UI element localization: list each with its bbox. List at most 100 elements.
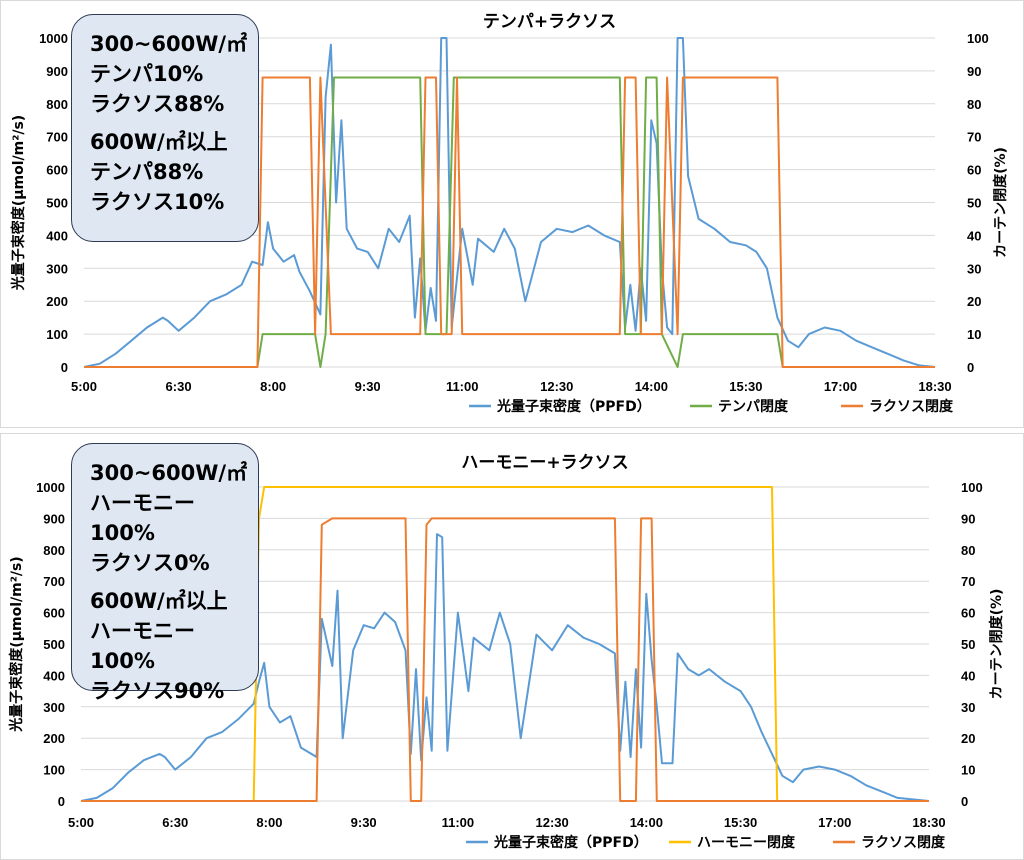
x-tick-label: 8:00	[260, 379, 286, 394]
y-left-tick-label: 100	[46, 327, 68, 342]
y-left-tick-label: 900	[46, 64, 68, 79]
y-right-tick-label: 10	[967, 327, 981, 342]
y-left-tick-label: 700	[46, 130, 68, 145]
y-left-tick-label: 200	[46, 294, 68, 309]
y-left-tick-label: 500	[43, 637, 65, 652]
y-left-tick-label: 0	[61, 360, 68, 375]
x-tick-label: 9:30	[355, 379, 381, 394]
y-right-tick-label: 50	[967, 196, 981, 211]
series-line-0	[83, 37, 936, 368]
y-right-axis-label: カーテン閉度(%)	[992, 147, 1009, 258]
y-left-tick-label: 200	[43, 731, 65, 746]
y-left-tick-label: 0	[58, 794, 65, 809]
y-left-axis-label: 光量子束密度(μmol/m²/s)	[8, 556, 25, 732]
legend-label: ラクソス閉度	[861, 834, 946, 851]
y-left-tick-label: 400	[43, 668, 65, 683]
x-tick-label: 8:00	[256, 815, 282, 830]
y-right-tick-label: 0	[967, 360, 974, 375]
y-right-tick-label: 90	[967, 64, 981, 79]
y-left-tick-label: 1000	[36, 480, 65, 495]
y-right-tick-label: 80	[967, 97, 981, 112]
annotation-line: ラクソス10%	[90, 190, 225, 214]
annotation-line: テンパ10%	[90, 62, 204, 86]
legend-label: ハーモニー閉度	[697, 834, 796, 851]
annotation-line: ハーモニー	[90, 619, 195, 643]
annotation-line: ラクソス88%	[90, 92, 225, 116]
x-tick-label: 12:30	[535, 815, 568, 830]
y-right-tick-label: 100	[961, 480, 983, 495]
y-left-tick-label: 900	[43, 511, 65, 526]
y-right-tick-label: 20	[967, 294, 981, 309]
legend-label: ラクソス閉度	[869, 398, 954, 415]
annotation-line: 300~600W/㎡	[90, 461, 248, 485]
y-left-tick-label: 800	[46, 97, 68, 112]
chart-title: テンパ+ラクソス	[483, 12, 616, 32]
annotation-line: 600W/㎡以上	[90, 130, 228, 154]
y-right-tick-label: 30	[967, 261, 981, 276]
y-left-tick-label: 500	[46, 196, 68, 211]
y-left-tick-label: 300	[46, 261, 68, 276]
annotation-line: ラクソス0%	[90, 551, 210, 575]
legend-label: テンパ閉度	[718, 398, 789, 415]
series-line-2	[84, 76, 935, 368]
x-tick-label: 17:00	[824, 379, 857, 394]
y-right-tick-label: 20	[961, 731, 975, 746]
annotation-callout-bottom: 300~600W/㎡ ハーモニー 100% ラクソス0% 600W/㎡以上 ハー…	[71, 443, 259, 703]
annotation-line: 300~600W/㎡	[90, 32, 248, 56]
y-right-tick-label: 70	[961, 574, 975, 589]
chart-panel-top: 0 100 200 300 400 500 600 700 800 900 1000 0 10 20 30 4…	[0, 0, 1024, 428]
chart-svg-bottom: 0 100 200 300 400 500 600 700 800 900 1000 0 10 20 30 4…	[8, 453, 1005, 851]
y-right-tick-label: 100	[967, 31, 989, 46]
y-right-tick-label: 60	[967, 163, 981, 178]
x-tick-label: 5:00	[71, 379, 97, 394]
x-tick-label: 5:00	[68, 815, 94, 830]
series-line-2	[81, 517, 929, 802]
y-left-tick-label: 600	[46, 163, 68, 178]
annotation-line: ラクソス90%	[90, 679, 225, 703]
x-tick-label: 6:30	[162, 815, 188, 830]
y-left-tick-label: 600	[43, 606, 65, 621]
x-tick-label: 18:30	[912, 815, 945, 830]
y-right-tick-label: 90	[961, 511, 975, 526]
x-tick-label: 15:30	[724, 815, 757, 830]
y-left-tick-label: 1000	[39, 31, 68, 46]
x-tick-label: 6:30	[166, 379, 192, 394]
y-left-tick-label: 300	[43, 700, 65, 715]
y-right-tick-label: 30	[961, 700, 975, 715]
y-right-tick-label: 80	[961, 543, 975, 558]
y-right-tick-label: 60	[961, 606, 975, 621]
series-line-1	[84, 76, 935, 368]
y-right-tick-label: 40	[961, 668, 975, 683]
y-right-tick-label: 0	[961, 794, 968, 809]
y-right-tick-label: 10	[961, 763, 975, 778]
x-tick-label: 18:30	[918, 379, 951, 394]
x-tick-label: 11:00	[442, 815, 475, 830]
legend-label: 光量子束密度（PPFD）	[496, 398, 651, 415]
annotation-line: 600W/㎡以上	[90, 589, 228, 613]
y-right-axis-label: カーテン閉度(%)	[988, 589, 1005, 700]
annotation-line: テンパ88%	[90, 160, 204, 184]
annotation-callout-top: 300~600W/㎡ テンパ10% ラクソス88% 600W/㎡以上 テンパ88…	[71, 14, 259, 242]
y-right-tick-label: 50	[961, 637, 975, 652]
annotation-line: 100%	[90, 521, 155, 545]
y-right-tick-label: 70	[967, 130, 981, 145]
x-tick-label: 12:30	[540, 379, 573, 394]
x-tick-label: 11:00	[446, 379, 479, 394]
x-tick-label: 9:30	[351, 815, 377, 830]
x-tick-label: 15:30	[729, 379, 762, 394]
y-left-axis-label: 光量子束密度(μmol/m²/s)	[10, 115, 27, 291]
y-left-tick-label: 100	[43, 763, 65, 778]
x-tick-label: 17:00	[818, 815, 851, 830]
annotation-line: ハーモニー	[90, 491, 195, 515]
series-line-0	[80, 533, 930, 802]
y-left-tick-label: 400	[46, 228, 68, 243]
chart-panel-bottom: 0 100 200 300 400 500 600 700 800 900 1000 0 10 20 30 4…	[0, 433, 1024, 860]
x-tick-label: 14:00	[635, 379, 668, 394]
x-tick-label: 14:00	[630, 815, 663, 830]
chart-title: ハーモニー+ラクソス	[461, 453, 628, 473]
annotation-line: 100%	[90, 649, 155, 673]
y-left-tick-label: 700	[43, 574, 65, 589]
legend-label: 光量子束密度（PPFD）	[493, 834, 648, 851]
y-right-tick-label: 40	[967, 228, 981, 243]
y-left-tick-label: 800	[43, 543, 65, 558]
